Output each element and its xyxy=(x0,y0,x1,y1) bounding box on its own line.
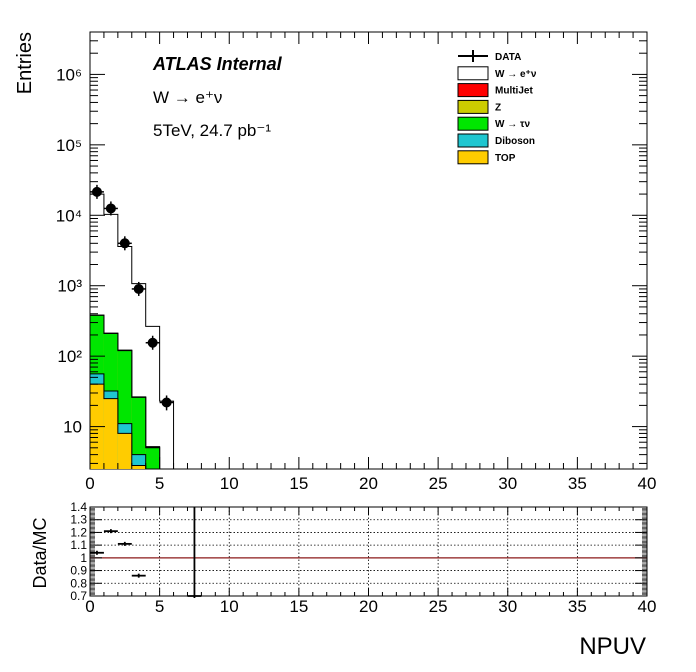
ratio-axes: 0 5 10 15 20 25 30 35 40 0.70.80.911.11.21.31.4 xyxy=(70,500,656,616)
y-tick-label: 10 xyxy=(63,418,82,437)
ratio-y-axis-label: Data/MC xyxy=(30,517,50,588)
ratio-y-tick-label: 1 xyxy=(80,551,87,565)
stack-bin xyxy=(145,447,160,469)
x-tick-label: 5 xyxy=(155,474,164,493)
legend-label: W → τν xyxy=(495,119,530,130)
ratio-x-tick-label: 10 xyxy=(220,597,239,616)
ratio-content xyxy=(90,507,647,598)
data-point xyxy=(133,283,144,294)
stack-bin xyxy=(103,398,118,469)
legend-entry: DATA xyxy=(458,50,521,63)
main-plot-frame xyxy=(89,31,648,470)
ratio-x-tick-label: 15 xyxy=(289,597,308,616)
legend-label: TOP xyxy=(495,153,516,164)
legend-swatch xyxy=(457,150,489,165)
legend-swatch xyxy=(457,66,489,81)
annotation-process: W → e⁺ν xyxy=(153,88,222,107)
x-tick-label: 25 xyxy=(429,474,448,493)
annotation-atlas: ATLAS Internal xyxy=(152,54,283,74)
data-point xyxy=(105,203,116,214)
y-tick-label: 10⁵ xyxy=(56,136,82,155)
ratio-y-tick-label: 0.7 xyxy=(70,589,87,603)
y-axis-label: Entries xyxy=(14,32,36,94)
data-point xyxy=(147,337,158,348)
ratio-x-tick-label: 30 xyxy=(498,597,517,616)
legend-entry: MultiJet xyxy=(457,83,533,98)
legend: DATA W → e⁺ν MultiJet Z W → τν Diboson TOP xyxy=(457,50,537,165)
ratio-x-tick-label: 25 xyxy=(429,597,448,616)
ratio-y-tick-label: 1.4 xyxy=(70,500,87,514)
ratio-y-tick-label: 1.1 xyxy=(70,538,87,552)
ratio-x-tick-label: 5 xyxy=(155,597,164,616)
main-axes: 0 5 10 15 20 25 30 35 40 10 10² 10³ 10⁴ 10⁵ 10⁶ xyxy=(56,31,657,493)
ratio-x-tick-label: 20 xyxy=(359,597,378,616)
x-tick-label: 0 xyxy=(85,474,94,493)
x-tick-label: 40 xyxy=(638,474,657,493)
legend-entry: Diboson xyxy=(457,133,535,148)
main-panel: 0 5 10 15 20 25 30 35 40 10 10² 10³ 10⁴ 10⁵ 10⁶ Entrie… xyxy=(14,31,657,493)
legend-entry: W → τν xyxy=(457,116,530,131)
annotation-lumi: 5TeV, 24.7 pb⁻¹ xyxy=(153,121,271,140)
x-tick-label: 20 xyxy=(359,474,378,493)
data-point xyxy=(119,238,130,249)
ratio-x-tick-label: 35 xyxy=(568,597,587,616)
main-histogram xyxy=(89,184,188,470)
x-tick-label: 10 xyxy=(220,474,239,493)
ratio-plot-frame xyxy=(89,506,648,597)
y-tick-label: 10⁴ xyxy=(56,206,82,225)
legend-label: Diboson xyxy=(495,136,535,147)
ratio-y-tick-label: 0.8 xyxy=(70,576,87,590)
x-tick-label: 35 xyxy=(568,474,587,493)
legend-swatch xyxy=(457,99,489,114)
data-point xyxy=(161,397,172,408)
legend-label: Z xyxy=(495,102,501,113)
stack-bin xyxy=(145,326,160,469)
ratio-panel: 0 5 10 15 20 25 30 35 40 0.70.80.911.11.21.31.4 D… xyxy=(30,500,656,660)
stack-bin xyxy=(131,465,146,469)
stack-bin xyxy=(117,433,132,469)
ratio-y-tick-label: 1.3 xyxy=(70,513,87,527)
legend-swatch xyxy=(457,133,489,148)
y-tick-label: 10² xyxy=(57,347,82,366)
x-tick-label: 30 xyxy=(498,474,517,493)
stack-bin xyxy=(159,401,174,469)
x-axis-label: NPUV xyxy=(579,633,646,660)
y-tick-label: 10³ xyxy=(57,277,82,296)
legend-entry: TOP xyxy=(457,150,516,165)
legend-swatch xyxy=(457,83,489,98)
legend-label: W → e⁺ν xyxy=(495,69,537,80)
data-point xyxy=(91,186,102,197)
legend-entry: W → e⁺ν xyxy=(457,66,537,81)
legend-label: MultiJet xyxy=(495,86,533,97)
x-tick-label: 15 xyxy=(289,474,308,493)
legend-entry: Z xyxy=(457,99,501,114)
ratio-y-tick-label: 1.2 xyxy=(70,525,87,539)
legend-swatch xyxy=(457,116,489,131)
ratio-x-tick-label: 0 xyxy=(85,597,94,616)
legend-label: DATA xyxy=(495,52,521,63)
ratio-x-tick-label: 40 xyxy=(638,597,657,616)
stack-bin xyxy=(131,397,146,469)
ratio-y-tick-label: 0.9 xyxy=(70,564,87,578)
y-tick-label: 10⁶ xyxy=(56,65,82,84)
